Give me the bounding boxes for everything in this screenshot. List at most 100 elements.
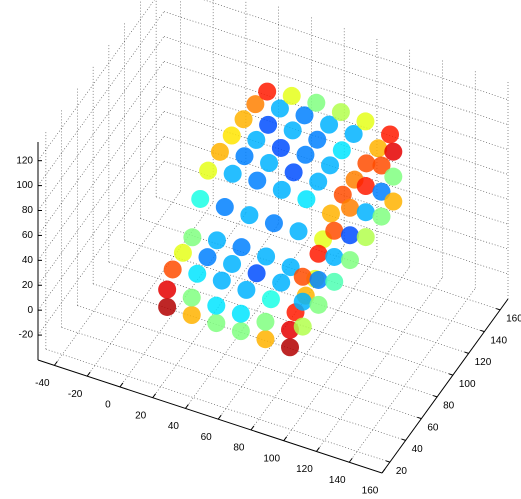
- point: [259, 115, 278, 134]
- point: [320, 115, 339, 134]
- point: [281, 338, 300, 357]
- tick-mark: [152, 393, 157, 398]
- point: [356, 228, 375, 247]
- grid-line: [37, 86, 165, 261]
- point: [212, 271, 231, 290]
- grid-line: [156, 196, 501, 311]
- point: [182, 288, 201, 307]
- tick-mark: [316, 447, 320, 452]
- tick-mark: [86, 371, 91, 377]
- x-tick-label: 20: [135, 410, 147, 421]
- tick-mark: [53, 361, 58, 366]
- x-axis: [37, 359, 383, 474]
- point: [232, 238, 251, 257]
- point: [282, 86, 301, 105]
- grid-line: [37, 135, 165, 311]
- point: [240, 206, 259, 225]
- tick-mark: [250, 425, 255, 431]
- grid-line: [37, 0, 155, 161]
- point: [284, 163, 303, 182]
- point: [293, 292, 312, 311]
- z-tick-label: 80: [22, 205, 34, 216]
- x-tick-label: 140: [329, 475, 346, 486]
- tick-mark: [448, 373, 454, 376]
- point: [296, 145, 315, 164]
- grid-line: [93, 283, 438, 398]
- z-tick-label: -20: [19, 330, 34, 341]
- grid-line: [37, 111, 165, 286]
- point: [215, 198, 234, 217]
- point: [384, 167, 403, 186]
- point: [198, 248, 217, 267]
- x-tick-label: 100: [263, 453, 280, 464]
- y-tick-label: 140: [490, 335, 507, 346]
- point: [293, 267, 312, 286]
- grid-line: [37, 11, 165, 186]
- x-tick-label: 40: [168, 421, 180, 432]
- point: [289, 222, 308, 241]
- point: [384, 142, 403, 161]
- point: [158, 297, 177, 316]
- x-tick-label: 120: [296, 464, 313, 475]
- point: [231, 322, 250, 341]
- tick-mark: [417, 416, 422, 420]
- x-tick-label: 80: [233, 443, 245, 454]
- grid-line: [37, 160, 165, 336]
- point: [372, 156, 391, 175]
- point: [237, 280, 256, 299]
- point: [309, 244, 328, 263]
- grid-line: [203, 0, 509, 100]
- point: [307, 93, 326, 112]
- point: [261, 290, 280, 309]
- tick-mark: [495, 308, 501, 311]
- point: [257, 247, 276, 266]
- point: [356, 177, 375, 196]
- point: [260, 154, 279, 173]
- point: [321, 156, 340, 175]
- point: [210, 142, 229, 161]
- grid-line: [61, 327, 406, 441]
- z-tick-label: 20: [22, 280, 34, 291]
- y-tick-label: 40: [412, 444, 424, 455]
- point: [332, 141, 351, 160]
- tick-mark: [348, 457, 353, 463]
- point: [344, 124, 363, 143]
- point: [325, 272, 344, 291]
- point: [309, 270, 328, 289]
- y-tick-label: 160: [506, 314, 521, 325]
- point: [308, 130, 327, 149]
- grid-line: [37, 36, 165, 211]
- z-tick-label: 0: [27, 305, 33, 316]
- point: [297, 190, 316, 209]
- x-tick-label: 160: [362, 486, 379, 497]
- point: [331, 103, 350, 122]
- grid-line: [54, 191, 181, 366]
- grid-line: [348, 288, 476, 463]
- point: [246, 95, 265, 114]
- tick-mark: [401, 438, 406, 441]
- tick-mark: [464, 351, 469, 354]
- point: [340, 226, 359, 245]
- x-tick-label: -20: [68, 389, 83, 400]
- point: [264, 214, 283, 233]
- points: [158, 82, 403, 357]
- point: [258, 82, 277, 101]
- point: [247, 264, 266, 283]
- x-tick-label: 0: [105, 400, 111, 411]
- point: [325, 221, 344, 240]
- point: [247, 130, 266, 149]
- point: [234, 110, 253, 129]
- point: [321, 204, 340, 223]
- grid-line: [163, 110, 509, 225]
- point: [295, 106, 314, 125]
- point: [188, 264, 207, 283]
- tick-labels: -20020406080100120-40-200204060801001201…: [16, 155, 521, 496]
- point: [222, 126, 241, 145]
- point: [372, 182, 391, 201]
- point: [173, 243, 192, 262]
- point: [356, 112, 375, 131]
- point: [235, 147, 254, 166]
- y-tick-label: 120: [475, 357, 492, 368]
